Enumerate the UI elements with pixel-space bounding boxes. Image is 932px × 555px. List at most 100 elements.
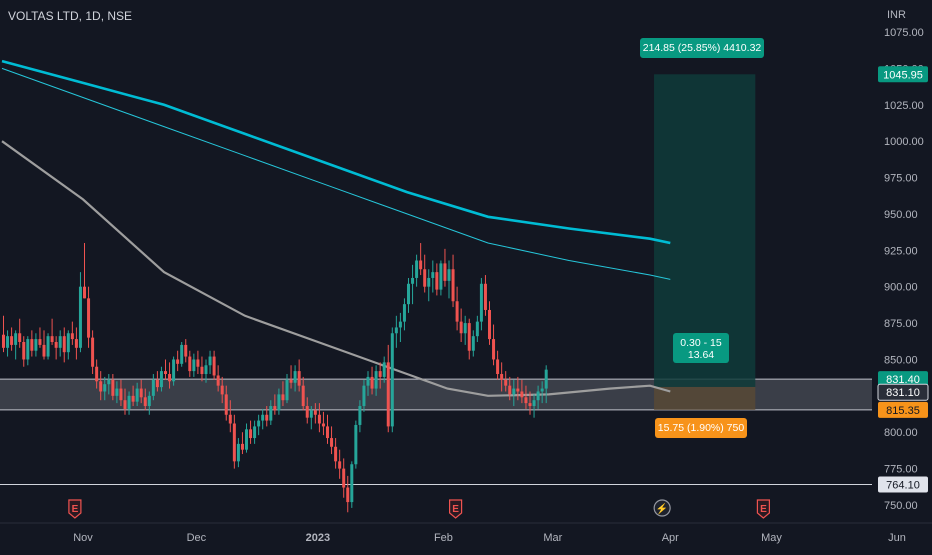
candle[interactable] — [394, 315, 398, 348]
candle[interactable] — [257, 414, 261, 436]
moving-average-fast[interactable] — [1, 140, 671, 397]
candle[interactable] — [42, 330, 46, 360]
candle[interactable] — [78, 272, 82, 353]
candle[interactable] — [431, 260, 435, 293]
candle[interactable] — [435, 263, 439, 296]
candle[interactable] — [212, 350, 216, 380]
candle[interactable] — [342, 458, 346, 498]
candle[interactable] — [496, 350, 500, 380]
candle[interactable] — [95, 359, 99, 389]
candle[interactable] — [398, 312, 402, 342]
candle[interactable] — [500, 362, 504, 392]
candle[interactable] — [305, 397, 309, 424]
candle[interactable] — [492, 324, 496, 366]
candle[interactable] — [180, 341, 184, 367]
candle[interactable] — [350, 461, 354, 508]
candle[interactable] — [411, 264, 415, 305]
candle[interactable] — [321, 411, 325, 436]
candle[interactable] — [204, 359, 208, 383]
candle[interactable] — [293, 365, 297, 392]
candle[interactable] — [427, 269, 431, 302]
candle[interactable] — [330, 426, 334, 455]
candle[interactable] — [443, 248, 447, 287]
candle[interactable] — [14, 330, 18, 360]
candle[interactable] — [111, 374, 115, 401]
candle[interactable] — [232, 414, 236, 469]
earnings-icon[interactable]: E — [756, 499, 770, 519]
price-axis[interactable] — [872, 0, 932, 550]
candle[interactable] — [459, 308, 463, 342]
candle[interactable] — [30, 330, 34, 357]
candle[interactable] — [488, 301, 491, 345]
candle[interactable] — [512, 379, 516, 407]
candle[interactable] — [200, 356, 204, 382]
candle[interactable] — [26, 336, 30, 366]
candle[interactable] — [58, 330, 62, 357]
candle[interactable] — [103, 376, 107, 401]
candle[interactable] — [536, 385, 540, 409]
candle[interactable] — [269, 400, 273, 425]
candle[interactable] — [176, 350, 180, 372]
candle[interactable] — [289, 365, 293, 389]
candle[interactable] — [326, 414, 329, 444]
candle[interactable] — [390, 327, 394, 433]
price-tag-line[interactable]: 764.10 — [878, 476, 928, 493]
candle[interactable] — [155, 371, 159, 392]
candle[interactable] — [265, 406, 269, 427]
candle[interactable] — [168, 362, 172, 389]
candle[interactable] — [107, 374, 111, 395]
candle[interactable] — [236, 438, 240, 468]
candle[interactable] — [188, 350, 192, 377]
candle[interactable] — [451, 254, 455, 308]
candle[interactable] — [475, 315, 479, 342]
candle[interactable] — [208, 350, 212, 375]
candle[interactable] — [455, 286, 459, 331]
candle[interactable] — [281, 381, 285, 407]
price-tag-stop[interactable]: 815.35 — [878, 401, 928, 418]
candle[interactable] — [131, 385, 135, 407]
candle[interactable] — [253, 420, 257, 444]
candle[interactable] — [87, 286, 91, 348]
stop-zone[interactable] — [654, 386, 756, 410]
candle[interactable] — [164, 359, 167, 380]
candle[interactable] — [532, 394, 536, 418]
candle[interactable] — [370, 366, 374, 395]
candle[interactable] — [135, 382, 139, 407]
moving-average-slow-thin[interactable] — [1, 67, 671, 280]
candle[interactable] — [423, 254, 427, 293]
candle[interactable] — [273, 394, 277, 415]
candle[interactable] — [38, 327, 42, 348]
candle[interactable] — [240, 432, 244, 455]
candle[interactable] — [10, 327, 14, 351]
candle[interactable] — [18, 318, 22, 348]
candle[interactable] — [415, 254, 419, 287]
candle[interactable] — [402, 298, 406, 331]
candle[interactable] — [479, 277, 483, 331]
candle[interactable] — [508, 376, 512, 401]
candle[interactable] — [540, 381, 544, 404]
candle[interactable] — [34, 333, 38, 357]
candle[interactable] — [463, 315, 467, 345]
candle[interactable] — [123, 388, 127, 415]
candle[interactable] — [447, 260, 451, 299]
candle[interactable] — [99, 371, 103, 401]
earnings-icon[interactable]: E — [68, 499, 82, 519]
candle[interactable] — [504, 371, 508, 392]
candle[interactable] — [54, 336, 58, 360]
price-tag-current[interactable]: 831.40 — [878, 371, 928, 388]
candle[interactable] — [386, 344, 390, 433]
candle[interactable] — [362, 379, 366, 412]
candle[interactable] — [374, 365, 378, 396]
candle[interactable] — [172, 356, 176, 386]
candle[interactable] — [66, 330, 70, 360]
candle[interactable] — [143, 388, 147, 411]
moving-average-slow[interactable] — [1, 59, 671, 245]
earnings-icon[interactable]: E — [449, 499, 463, 519]
candle[interactable] — [313, 403, 317, 424]
candle[interactable] — [366, 371, 370, 396]
candle[interactable] — [317, 403, 321, 433]
candle[interactable] — [159, 366, 163, 392]
candle[interactable] — [334, 438, 338, 469]
